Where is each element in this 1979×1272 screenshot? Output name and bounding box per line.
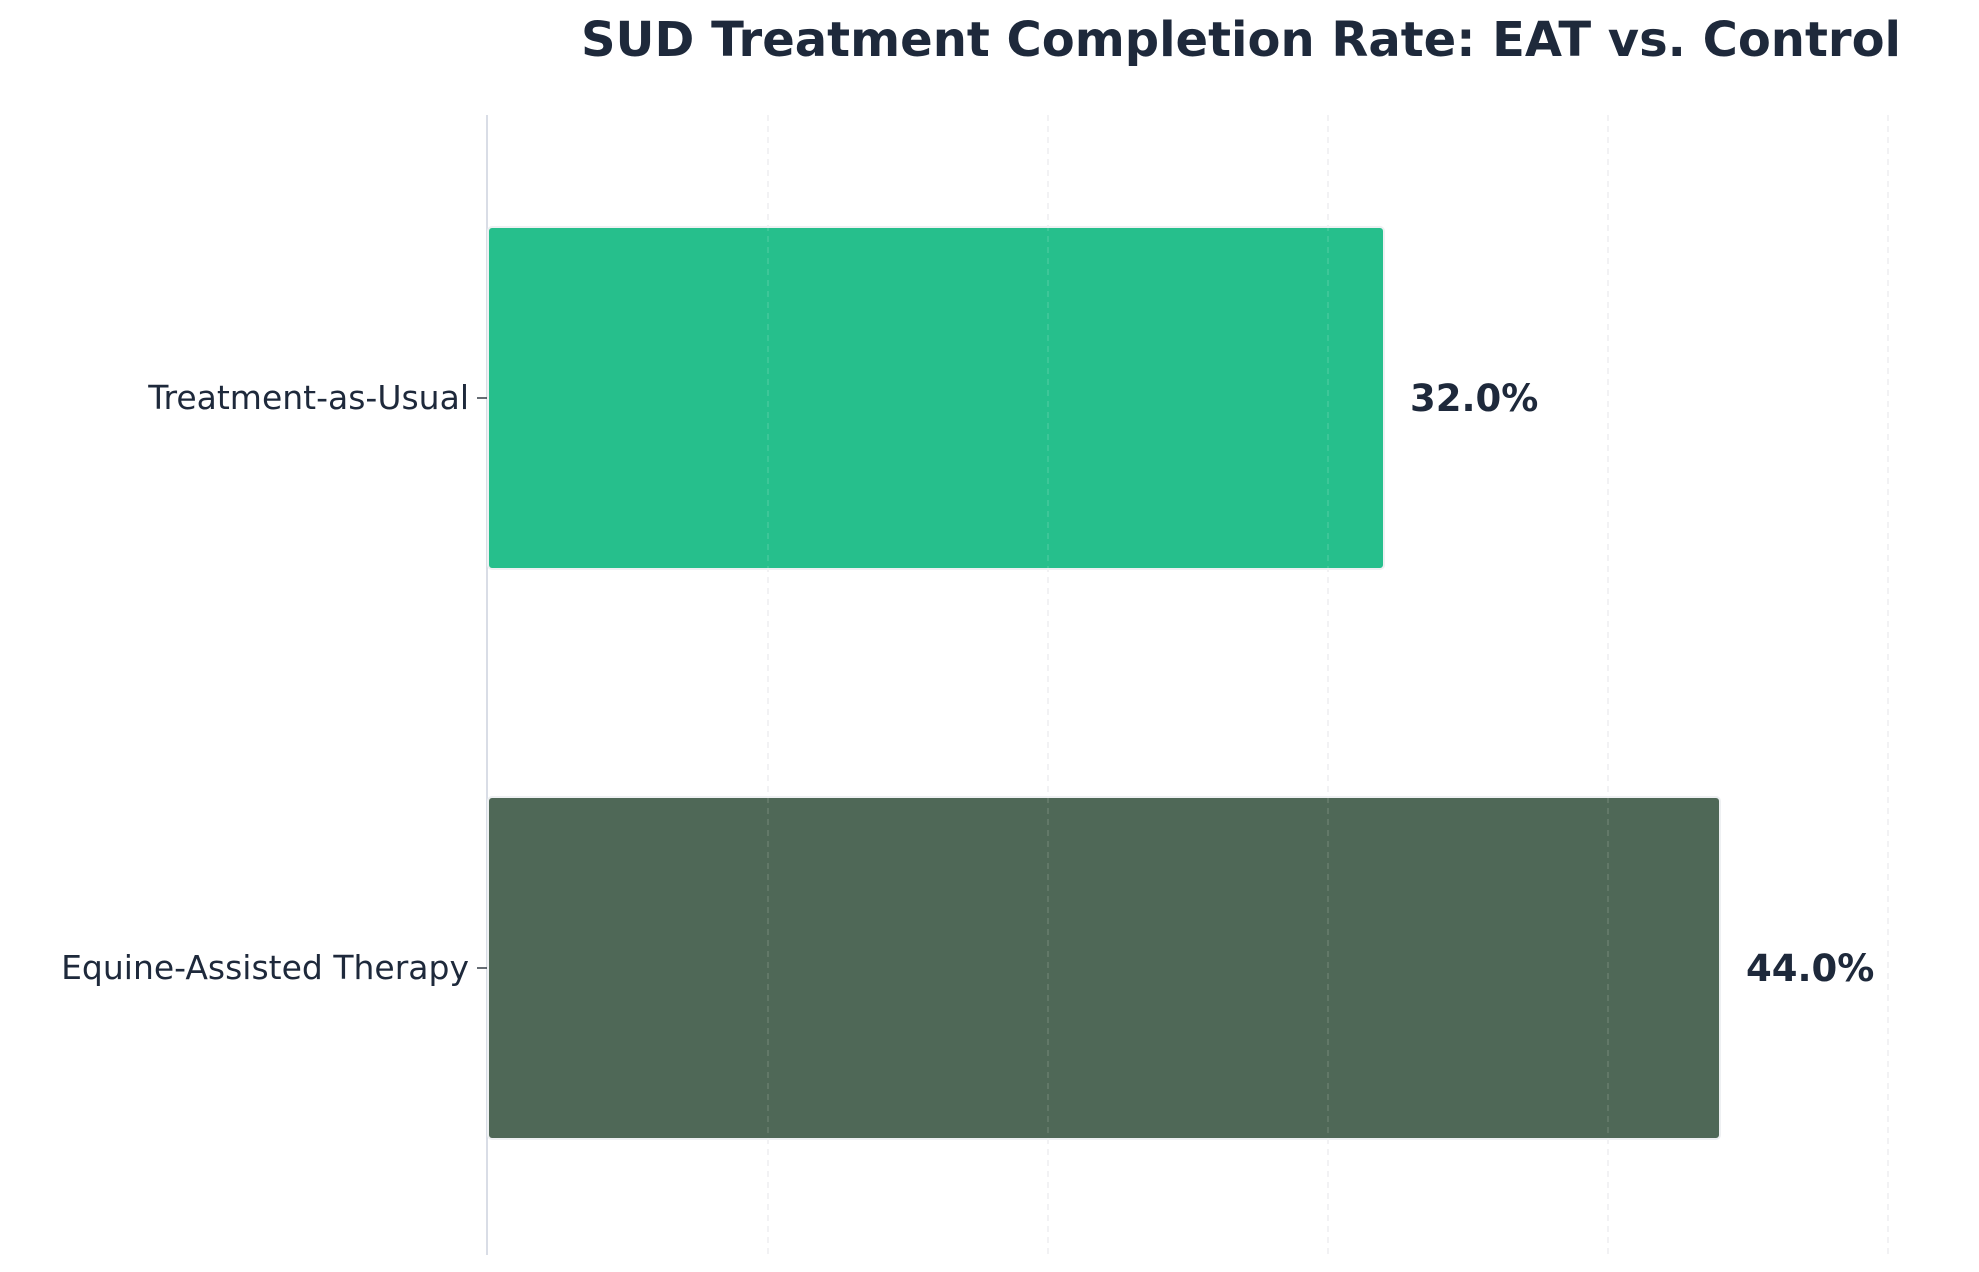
bar bbox=[487, 796, 1721, 1140]
data-label: 32.0% bbox=[1410, 377, 1538, 420]
y-tick-label: Equine-Assisted Therapy bbox=[61, 948, 469, 987]
bar bbox=[487, 226, 1385, 570]
label-layer: Equine-Assisted Therapy 44.0% Treatment-as… bbox=[61, 377, 1874, 990]
data-label: 44.0% bbox=[1746, 947, 1874, 990]
y-tick-label: Treatment-as-Usual bbox=[147, 378, 469, 417]
axis-layer bbox=[477, 115, 488, 1255]
bar-layer bbox=[487, 226, 1721, 1140]
chart-title: SUD Treatment Completion Rate: EAT vs. C… bbox=[581, 12, 1901, 68]
grid-overlay-layer bbox=[767, 115, 1889, 1255]
